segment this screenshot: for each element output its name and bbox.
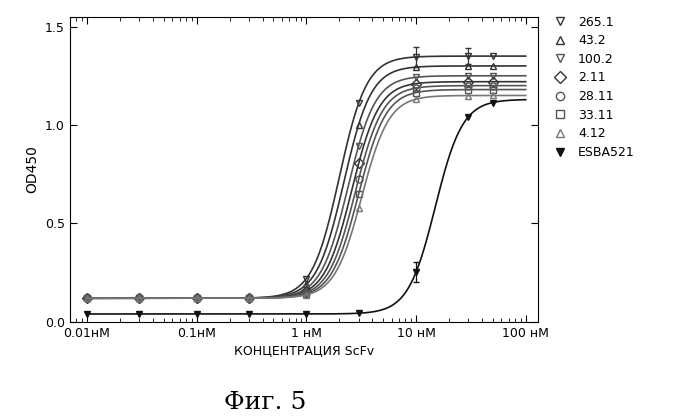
Text: Фиг. 5: Фиг. 5: [224, 391, 307, 414]
Y-axis label: OD450: OD450: [25, 145, 39, 193]
Legend: 265.1, 43.2, 100.2, 2.11, 28.11, 33.11, 4.12, ESBA521: 265.1, 43.2, 100.2, 2.11, 28.11, 33.11, …: [543, 10, 640, 164]
X-axis label: КОНЦЕНТРАЦИЯ ScFv: КОНЦЕНТРАЦИЯ ScFv: [234, 344, 374, 357]
